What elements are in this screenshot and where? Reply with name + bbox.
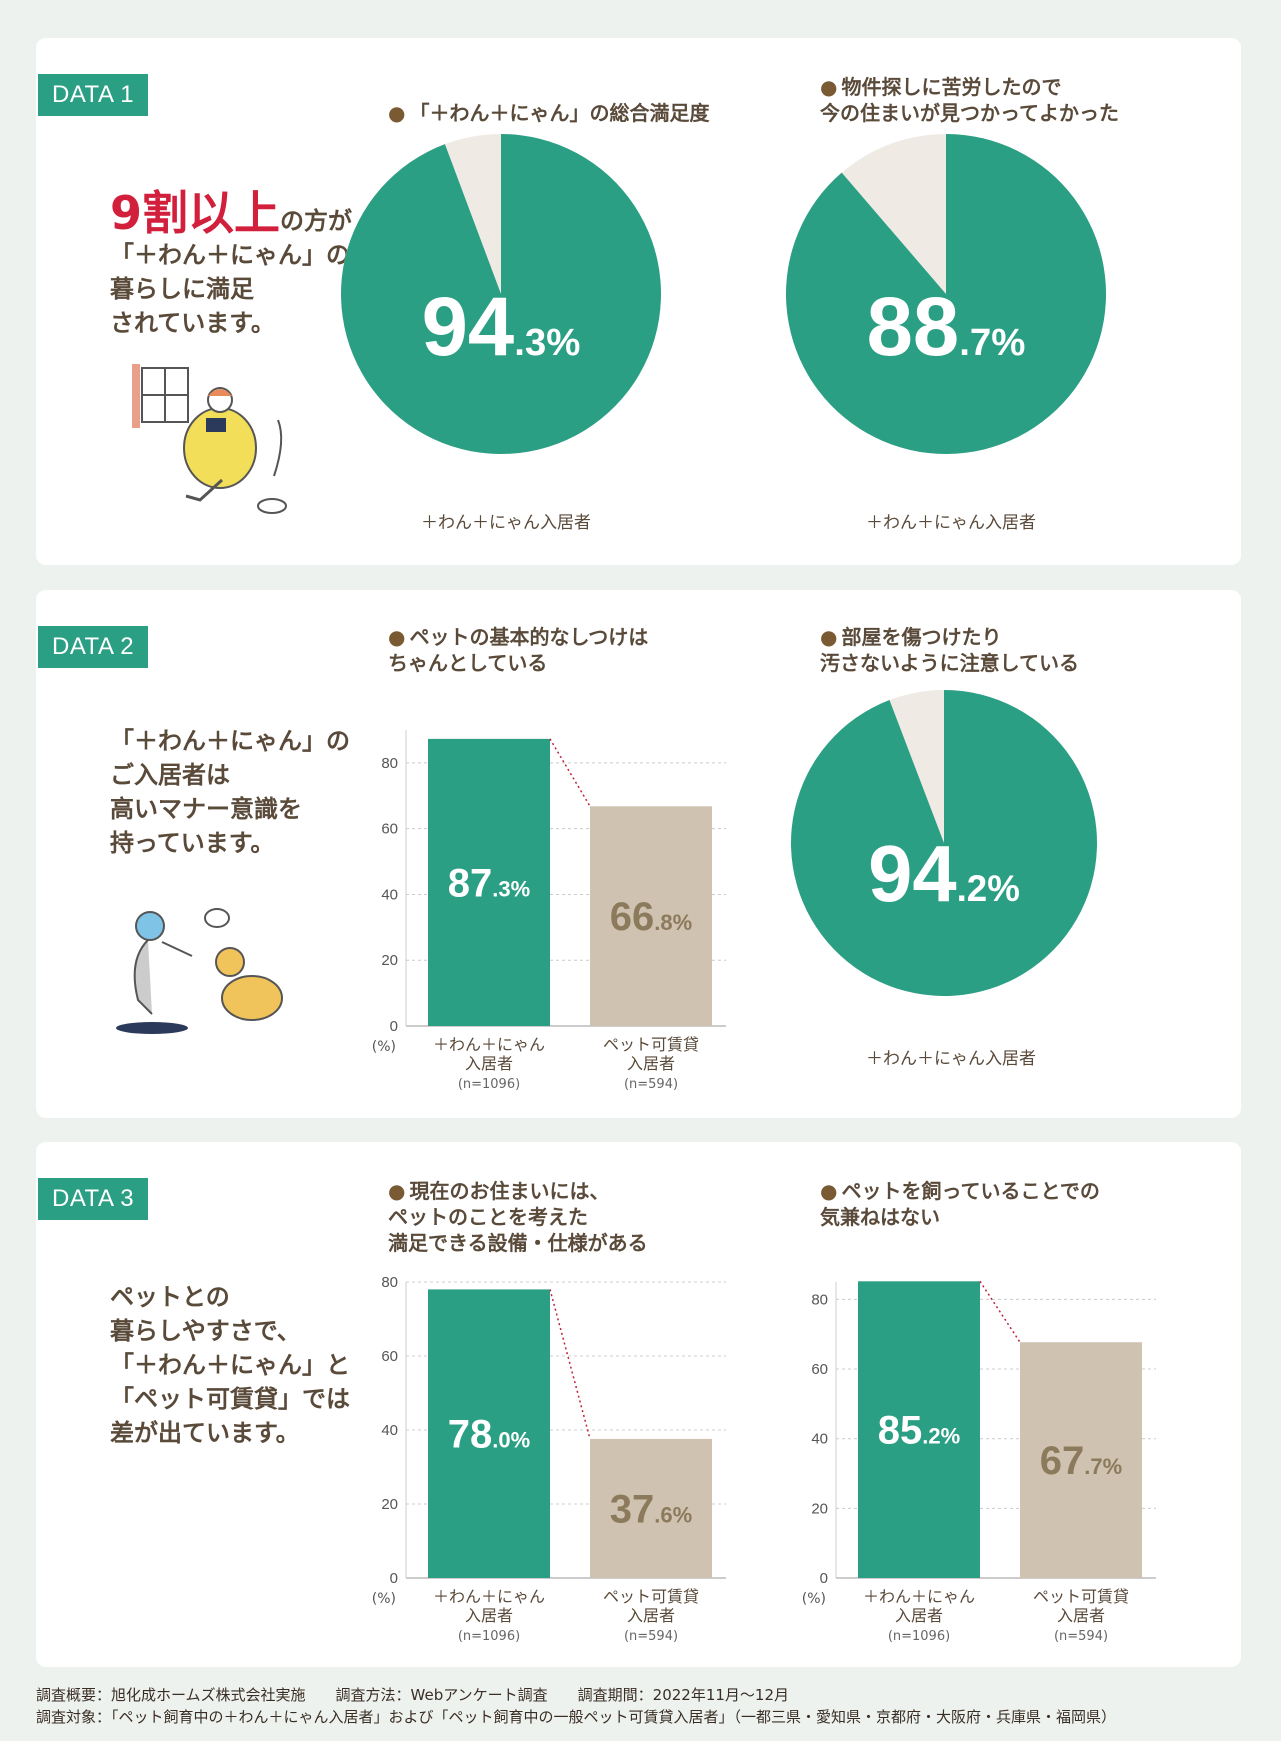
x-category-label-1: ペット可賃貸 <box>603 1587 699 1606</box>
pie-value-label: 94.3% <box>422 280 581 373</box>
connector-line <box>979 1280 1021 1343</box>
bar-value-label-1: 67.7% <box>1040 1439 1122 1483</box>
reading-woman-illustration <box>132 364 287 514</box>
y-unit-label: (%) <box>372 1591 396 1607</box>
x-category-label-1: 入居者 <box>627 1054 675 1073</box>
bar-chart-training: 020406080(%)87.3%＋わん＋にゃん入居者(n=1096)66.8%… <box>372 730 726 1092</box>
data1-tag: DATA 1 <box>38 74 149 116</box>
y-unit-label: (%) <box>372 1039 396 1055</box>
y-tick-label-60: 60 <box>381 821 398 838</box>
pie3-caption: ＋わん＋にゃん入居者 <box>866 1049 1036 1069</box>
x-category-label-0: ＋わん＋にゃん <box>433 1035 545 1054</box>
bar-chart-no-hesitation: 020406080(%)85.2%＋わん＋にゃん入居者(n=1096)67.7%… <box>802 1280 1156 1644</box>
bar-0 <box>858 1281 980 1578</box>
y-tick-label-40: 40 <box>811 1431 828 1448</box>
pie-chart-room-care: 94.2% <box>791 690 1097 996</box>
bar-value-label-0: 87.3% <box>448 861 530 905</box>
y-tick-label-40: 40 <box>381 886 398 903</box>
bar-0 <box>428 1289 550 1578</box>
footer-survey-line1: 調査概要：旭化成ホームズ株式会社実施 調査方法：Webアンケート調査 調査期間：… <box>36 1686 790 1704</box>
data2-tag: DATA 2 <box>38 626 149 668</box>
data3-tag: DATA 3 <box>38 1178 149 1220</box>
x-category-label-0: ＋わん＋にゃん <box>863 1587 975 1606</box>
bar-value-label-1: 66.8% <box>610 895 692 939</box>
bar-0 <box>428 738 550 1026</box>
data3-q1-title: 現在のお住まいには、 ペットのことを考えた 満足できる設備・仕様がある <box>388 1178 648 1256</box>
y-unit-label: (%) <box>802 1591 826 1607</box>
pie-chart-found-home: 88.7% <box>786 134 1106 454</box>
bar-1 <box>590 806 712 1026</box>
pie-slice-main <box>791 690 1097 996</box>
y-tick-label-80: 80 <box>381 1274 398 1291</box>
y-tick-label-80: 80 <box>811 1291 828 1308</box>
y-tick-label-20: 20 <box>381 952 398 969</box>
x-sample-size-1: (n=594) <box>624 1629 678 1644</box>
x-sample-size-1: (n=594) <box>624 1077 678 1092</box>
data1-panel: DATA 1 9割以上の方が 「＋わん＋にゃん」の 暮らしに満足 されています。… <box>36 38 1241 565</box>
data1-lead-body: 「＋わん＋にゃん」の 暮らしに満足 されています。 <box>110 241 350 337</box>
data1-q1-title: 「＋わん＋にゃん」の総合満足度 <box>388 100 709 126</box>
data2-panel: DATA 2 「＋わん＋にゃん」の ご入居者は 高いマナー意識を 持っています。… <box>36 590 1241 1118</box>
bar-value-label-0: 85.2% <box>878 1409 960 1453</box>
data3-lead: ペットとの 暮らしやすさで、 「＋わん＋にゃん」と 「ペット可賃貸」では 差が出… <box>110 1283 350 1447</box>
x-category-label-1: ペット可賃貸 <box>1033 1587 1129 1606</box>
x-sample-size-1: (n=594) <box>1054 1629 1108 1644</box>
x-category-label-1: 入居者 <box>627 1606 675 1625</box>
pie-slice-main <box>341 134 661 454</box>
x-category-label-0: 入居者 <box>465 1606 513 1625</box>
y-tick-label-40: 40 <box>381 1422 398 1439</box>
x-category-label-0: ＋わん＋にゃん <box>433 1587 545 1606</box>
bar-value-label-1: 37.6% <box>610 1487 692 1531</box>
bar-value-label-0: 78.0% <box>448 1413 530 1457</box>
data2-q2-title: 部屋を傷つけたり 汚さないように注意している <box>820 624 1079 676</box>
y-tick-label-20: 20 <box>381 1496 398 1513</box>
x-category-label-1: ペット可賃貸 <box>603 1035 699 1054</box>
connector-line <box>549 1289 591 1440</box>
y-tick-label-60: 60 <box>381 1348 398 1365</box>
footer-survey-line2: 調査対象：「ペット飼育中の＋わん＋にゃん入居者」および「ペット飼育中の一般ペット… <box>36 1708 1117 1726</box>
y-tick-label-0: 0 <box>390 1570 398 1587</box>
connector-line <box>549 738 591 807</box>
pie2-caption: ＋わん＋にゃん入居者 <box>866 513 1036 533</box>
pie-value-label: 88.7% <box>867 280 1026 373</box>
person-and-dog-illustration <box>116 908 283 1034</box>
y-tick-label-0: 0 <box>820 1570 828 1587</box>
y-tick-label-60: 60 <box>811 1361 828 1378</box>
y-tick-label-0: 0 <box>390 1018 398 1035</box>
x-sample-size-0: (n=1096) <box>458 1629 520 1644</box>
bar-1 <box>590 1438 712 1578</box>
x-sample-size-0: (n=1096) <box>888 1629 950 1644</box>
data3-panel: DATA 3 ペットとの 暮らしやすさで、 「＋わん＋にゃん」と 「ペット可賃貸… <box>36 1142 1241 1667</box>
pie-slice-main <box>786 134 1106 454</box>
x-category-label-1: 入居者 <box>1057 1606 1105 1625</box>
x-category-label-0: 入居者 <box>465 1054 513 1073</box>
y-tick-label-80: 80 <box>381 755 398 772</box>
x-sample-size-0: (n=1096) <box>458 1077 520 1092</box>
data1-lead-highlight: 9割以上 <box>110 186 281 240</box>
data1-q2-title: 物件探しに苦労したので 今の住まいが見つかってよかった <box>820 74 1119 126</box>
pie-chart-satisfaction: 94.3% <box>341 134 661 454</box>
bar-chart-facilities: 020406080(%)78.0%＋わん＋にゃん入居者(n=1096)37.6%… <box>372 1274 726 1644</box>
data2-q1-title: ペットの基本的なしつけは ちゃんとしている <box>388 624 648 676</box>
bar-1 <box>1020 1342 1142 1578</box>
data1-lead-tail: の方が <box>280 207 353 235</box>
pie1-caption: ＋わん＋にゃん入居者 <box>421 513 591 533</box>
data3-q2-title: ペットを飼っていることでの 気兼ねはない <box>820 1178 1100 1230</box>
x-category-label-0: 入居者 <box>895 1606 943 1625</box>
pie-value-label: 94.2% <box>868 829 1020 918</box>
data1-lead: 9割以上の方が 「＋わん＋にゃん」の 暮らしに満足 されています。 <box>110 162 352 374</box>
data2-lead: 「＋わん＋にゃん」の ご入居者は 高いマナー意識を 持っています。 <box>110 727 350 857</box>
y-tick-label-20: 20 <box>811 1500 828 1517</box>
